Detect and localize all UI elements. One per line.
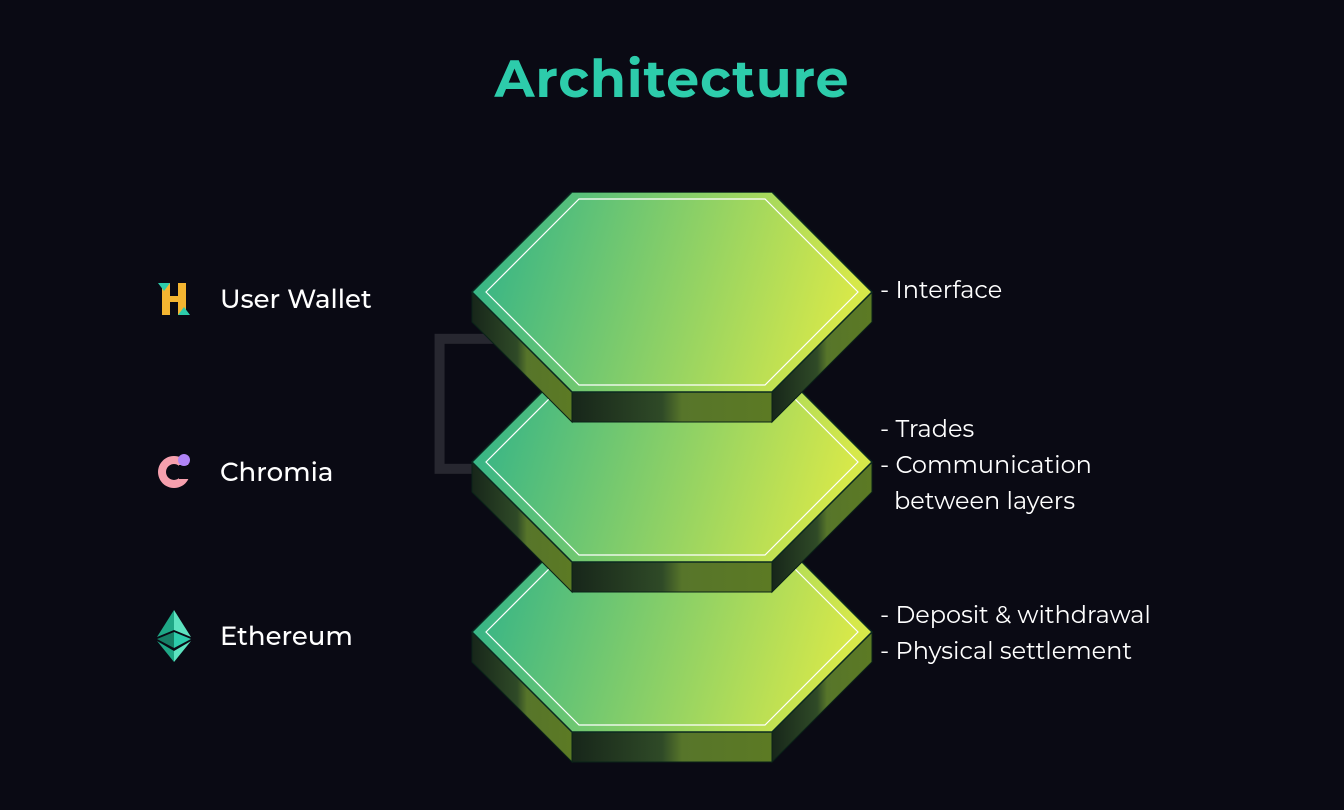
layer-label-text: Chromia: [220, 456, 333, 488]
desc-line: - Communication: [880, 448, 1092, 484]
ethereum-icon: [150, 612, 198, 660]
desc-line: - Physical settlement: [880, 634, 1151, 670]
layer-label-text: User Wallet: [220, 283, 372, 315]
chromia-c-icon: [150, 448, 198, 496]
page-title: Architecture: [495, 48, 850, 111]
layer-desc-chromia: - Trades - Communication between layers: [880, 412, 1092, 520]
layer-label-user-wallet: User Wallet: [150, 275, 372, 323]
layer-label-text: Ethereum: [220, 620, 353, 652]
desc-line: - Deposit & withdrawal: [880, 598, 1151, 634]
layer-desc-interface: - Interface: [880, 273, 1002, 309]
desc-line: - Trades: [880, 412, 1092, 448]
hedgey-h-icon: [150, 275, 198, 323]
desc-line: - Interface: [880, 273, 1002, 309]
desc-line: between layers: [880, 484, 1092, 520]
layer-desc-ethereum: - Deposit & withdrawal - Physical settle…: [880, 598, 1151, 670]
hex-stack: [462, 192, 882, 752]
layer-label-chromia: Chromia: [150, 448, 333, 496]
layer-label-ethereum: Ethereum: [150, 612, 353, 660]
